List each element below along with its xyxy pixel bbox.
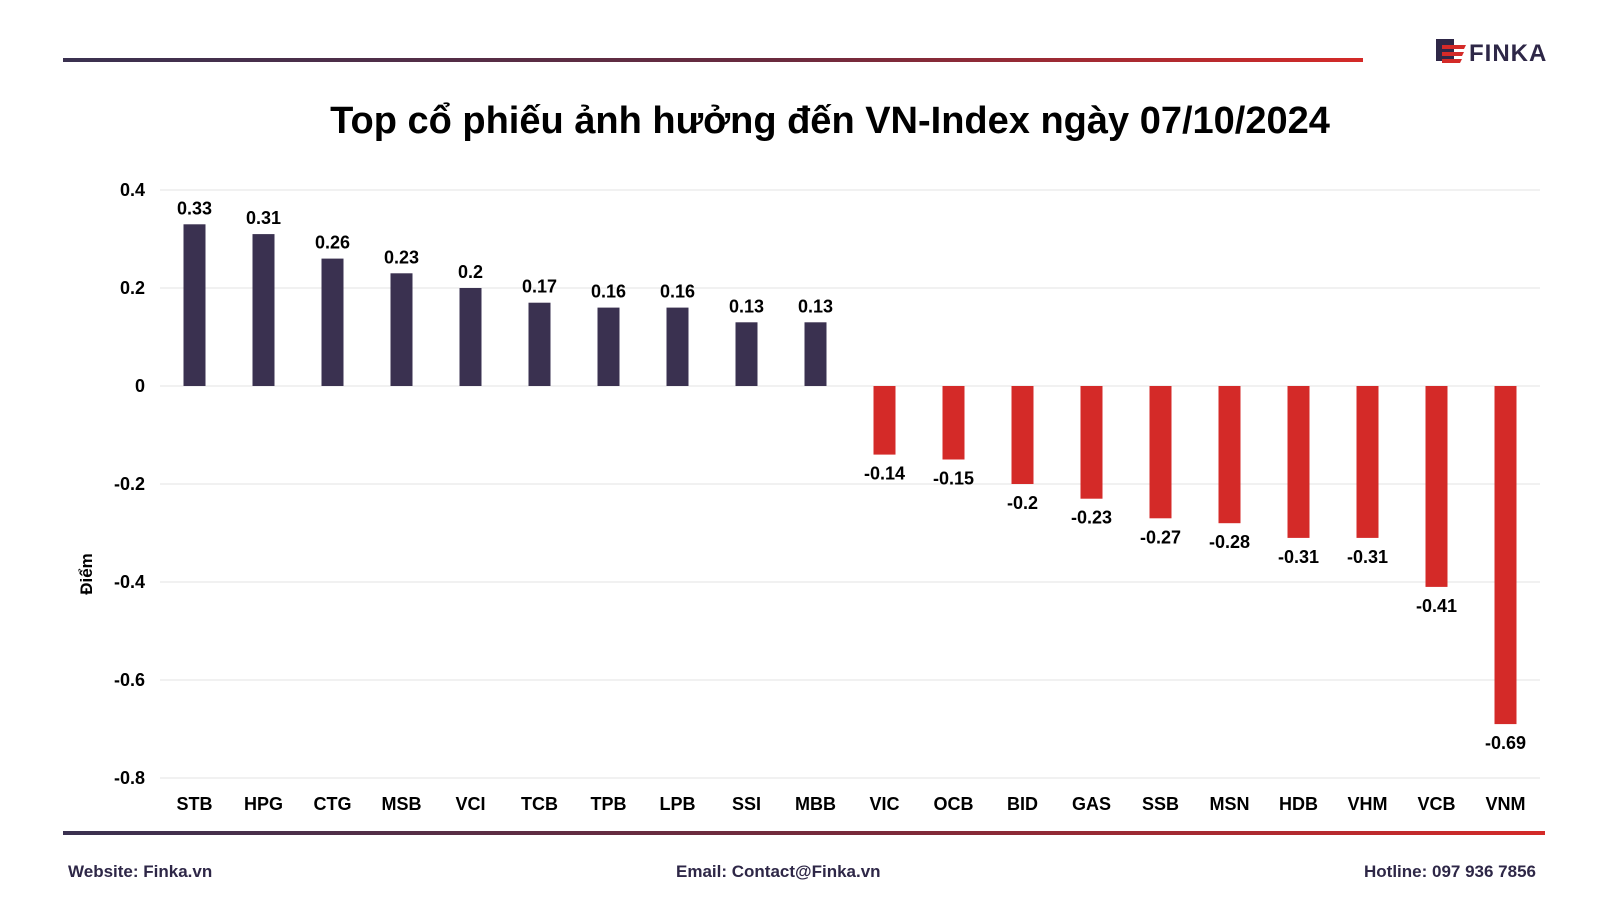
bar-bid — [1011, 386, 1034, 484]
y-tick-label: 0.4 — [120, 180, 145, 200]
y-tick-label: -0.4 — [114, 572, 145, 592]
x-tick-label-bid: BID — [1007, 794, 1038, 814]
bar-lpb — [666, 307, 689, 386]
bar-mbb — [804, 322, 827, 386]
value-label-bid: -0.2 — [1007, 493, 1038, 513]
y-tick-label: 0 — [135, 376, 145, 396]
value-label-msn: -0.28 — [1209, 532, 1250, 552]
value-label-gas: -0.23 — [1071, 508, 1112, 528]
bar-ctg — [321, 258, 344, 386]
bar-msn — [1218, 386, 1241, 524]
footer-hotline[interactable]: Hotline: 097 936 7856 — [1364, 862, 1536, 881]
x-tick-label-ssb: SSB — [1142, 794, 1179, 814]
x-tick-label-msb: MSB — [382, 794, 422, 814]
bar-msb — [390, 273, 413, 386]
x-tick-label-vhm: VHM — [1348, 794, 1388, 814]
top-rule — [63, 58, 1363, 62]
bar-vhm — [1356, 386, 1379, 538]
bar-vic — [873, 386, 896, 455]
chart-title: Top cổ phiếu ảnh hưởng đến VN-Index ngày… — [330, 100, 1330, 142]
finka-logo-mark-icon — [1436, 39, 1466, 63]
y-axis-ticks: 0.4 0.2 0 -0.2 -0.4 -0.6 -0.8 — [114, 180, 145, 788]
x-tick-label-vci: VCI — [455, 794, 485, 814]
bar-vnm — [1494, 386, 1517, 725]
gridlines — [160, 189, 1540, 779]
bars — [183, 224, 1517, 725]
bar-stb — [183, 224, 206, 386]
value-label-vnm: -0.69 — [1485, 733, 1526, 753]
value-label-vic: -0.14 — [864, 464, 905, 484]
x-tick-label-vnm: VNM — [1486, 794, 1526, 814]
value-labels: 0.33 0.31 0.26 0.23 0.2 0.17 0.16 0.16 0.13 0.13 -… — [177, 198, 1526, 753]
x-axis-ticks: STB HPG CTG MSB VCI TCB TPB LPB SSI MBB VIC OCB BID G… — [177, 794, 1526, 814]
bar-ssi — [735, 322, 758, 386]
x-tick-label-tpb: TPB — [591, 794, 627, 814]
x-tick-label-lpb: LPB — [660, 794, 696, 814]
value-label-vhm: -0.31 — [1347, 547, 1388, 567]
x-tick-label-msn: MSN — [1210, 794, 1250, 814]
x-tick-label-vic: VIC — [869, 794, 899, 814]
bar-vcb — [1425, 386, 1448, 587]
x-tick-label-gas: GAS — [1072, 794, 1111, 814]
logo-text: FINKA — [1469, 40, 1548, 67]
value-label-stb: 0.33 — [177, 198, 212, 218]
x-tick-label-mbb: MBB — [795, 794, 836, 814]
y-axis-label: Điểm — [77, 553, 96, 595]
value-label-ssb: -0.27 — [1140, 527, 1181, 547]
value-label-msb: 0.23 — [384, 247, 419, 267]
value-label-hdb: -0.31 — [1278, 547, 1319, 567]
bar-chart: 0.4 0.2 0 -0.2 -0.4 -0.6 -0.8 Điểm 0.33 0.31 0.2… — [77, 180, 1540, 814]
bar-gas — [1080, 386, 1103, 499]
value-label-mbb: 0.13 — [798, 296, 833, 316]
footer-email[interactable]: Email: Contact@Finka.vn — [676, 862, 881, 881]
value-label-vci: 0.2 — [458, 262, 483, 282]
finka-logo: FINKA — [1436, 34, 1566, 74]
x-tick-label-ocb: OCB — [934, 794, 974, 814]
bar-hpg — [252, 234, 275, 386]
value-label-hpg: 0.31 — [246, 208, 281, 228]
value-label-tpb: 0.16 — [591, 282, 626, 302]
x-tick-label-hpg: HPG — [244, 794, 283, 814]
y-tick-label: -0.8 — [114, 768, 145, 788]
y-tick-label: 0.2 — [120, 278, 145, 298]
value-label-ctg: 0.26 — [315, 233, 350, 253]
x-tick-label-hdb: HDB — [1279, 794, 1318, 814]
x-tick-label-stb: STB — [177, 794, 213, 814]
y-tick-label: -0.2 — [114, 474, 145, 494]
value-label-tcb: 0.17 — [522, 277, 557, 297]
bar-hdb — [1287, 386, 1310, 538]
bottom-rule — [63, 831, 1545, 835]
value-label-ocb: -0.15 — [933, 469, 974, 489]
bar-ocb — [942, 386, 965, 460]
x-tick-label-ctg: CTG — [314, 794, 352, 814]
x-tick-label-vcb: VCB — [1417, 794, 1455, 814]
bar-tcb — [528, 302, 551, 386]
bar-tpb — [597, 307, 620, 386]
value-label-ssi: 0.13 — [729, 296, 764, 316]
x-tick-label-tcb: TCB — [521, 794, 558, 814]
x-tick-label-ssi: SSI — [732, 794, 761, 814]
bar-vci — [459, 288, 482, 386]
footer-website[interactable]: Website: Finka.vn — [68, 862, 213, 881]
value-label-lpb: 0.16 — [660, 282, 695, 302]
value-label-vcb: -0.41 — [1416, 596, 1457, 616]
bar-ssb — [1149, 386, 1172, 519]
y-tick-label: -0.6 — [114, 670, 145, 690]
